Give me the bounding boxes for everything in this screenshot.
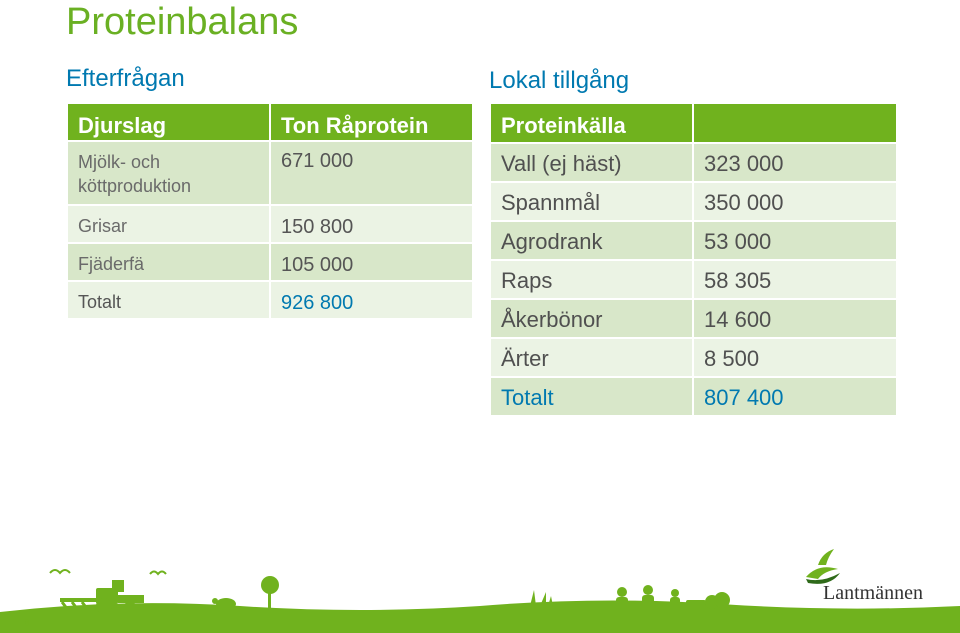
table-header-row: Djurslag Ton Råprotein [66,102,474,142]
supply-heading: Lokal tillgång [489,67,630,94]
row-label-line: Mjölk- och [78,152,161,172]
row-value: 807 400 [692,376,898,417]
table-row: Åkerbönor 14 600 [489,298,898,339]
table-row: Spannmål 350 000 [489,181,898,222]
row-value: 323 000 [692,142,898,183]
row-label: Totalt [489,376,694,417]
table-row-total: Totalt 926 800 [66,280,474,320]
column-header-protein: Ton Råprotein [269,102,474,142]
table-header-row: Proteinkälla [489,102,898,144]
demand-heading: Efterfrågan [66,65,185,92]
table-row: Grisar 150 800 [66,204,474,244]
table-row: Agrodrank 53 000 [489,220,898,261]
row-value: 53 000 [692,220,898,261]
table-row: Fjäderfä 105 000 [66,242,474,282]
supply-table: Proteinkälla Vall (ej häst) 323 000 Span… [489,102,898,417]
slide-title: Proteinbalans [66,1,299,43]
row-value: 58 305 [692,259,898,300]
page-number: 8 [24,618,30,629]
row-label: Totalt [66,280,271,320]
row-value: 150 800 [269,204,474,244]
ground-hill-shape [0,600,960,633]
plough-icon [60,598,96,611]
row-value: 350 000 [692,181,898,222]
table-row-total: Totalt 807 400 [489,376,898,417]
table-row: Vall (ej häst) 323 000 [489,142,898,183]
row-value: 105 000 [269,242,474,282]
table-row: Mjölk- och köttproduktion 671 000 [66,140,474,206]
row-value: 8 500 [692,337,898,378]
column-header-source: Proteinkälla [489,102,694,144]
row-label: Spannmål [489,181,694,222]
row-label: Raps [489,259,694,300]
bird-icon [49,569,167,576]
column-header-empty [692,102,898,144]
table-row: Raps 58 305 [489,259,898,300]
row-value: 671 000 [269,140,474,206]
row-label: Ärter [489,337,694,378]
row-label: Åkerbönor [489,298,694,339]
row-label: Agrodrank [489,220,694,261]
sheep-icon [212,598,236,610]
grass-icon [530,590,553,606]
farm-landscape-illustration [0,569,960,633]
row-label: Vall (ej häst) [489,142,694,183]
table-row: Ärter 8 500 [489,337,898,378]
row-label: Mjölk- och köttproduktion [66,140,271,206]
lantmannen-logo-icon [806,549,840,584]
row-label-line: köttproduktion [78,176,192,196]
people-icon [616,585,706,609]
bush-icon [705,592,730,609]
row-label: Fjäderfä [66,242,271,282]
row-value: 926 800 [269,280,474,320]
tree-icon [261,576,279,608]
row-value: 14 600 [692,298,898,339]
logo-text: Lantmännen [823,582,923,604]
demand-table: Djurslag Ton Råprotein Mjölk- och köttpr… [66,102,474,320]
column-header-animal: Djurslag [66,102,271,142]
tractor-icon [96,580,144,614]
row-label: Grisar [66,204,271,244]
